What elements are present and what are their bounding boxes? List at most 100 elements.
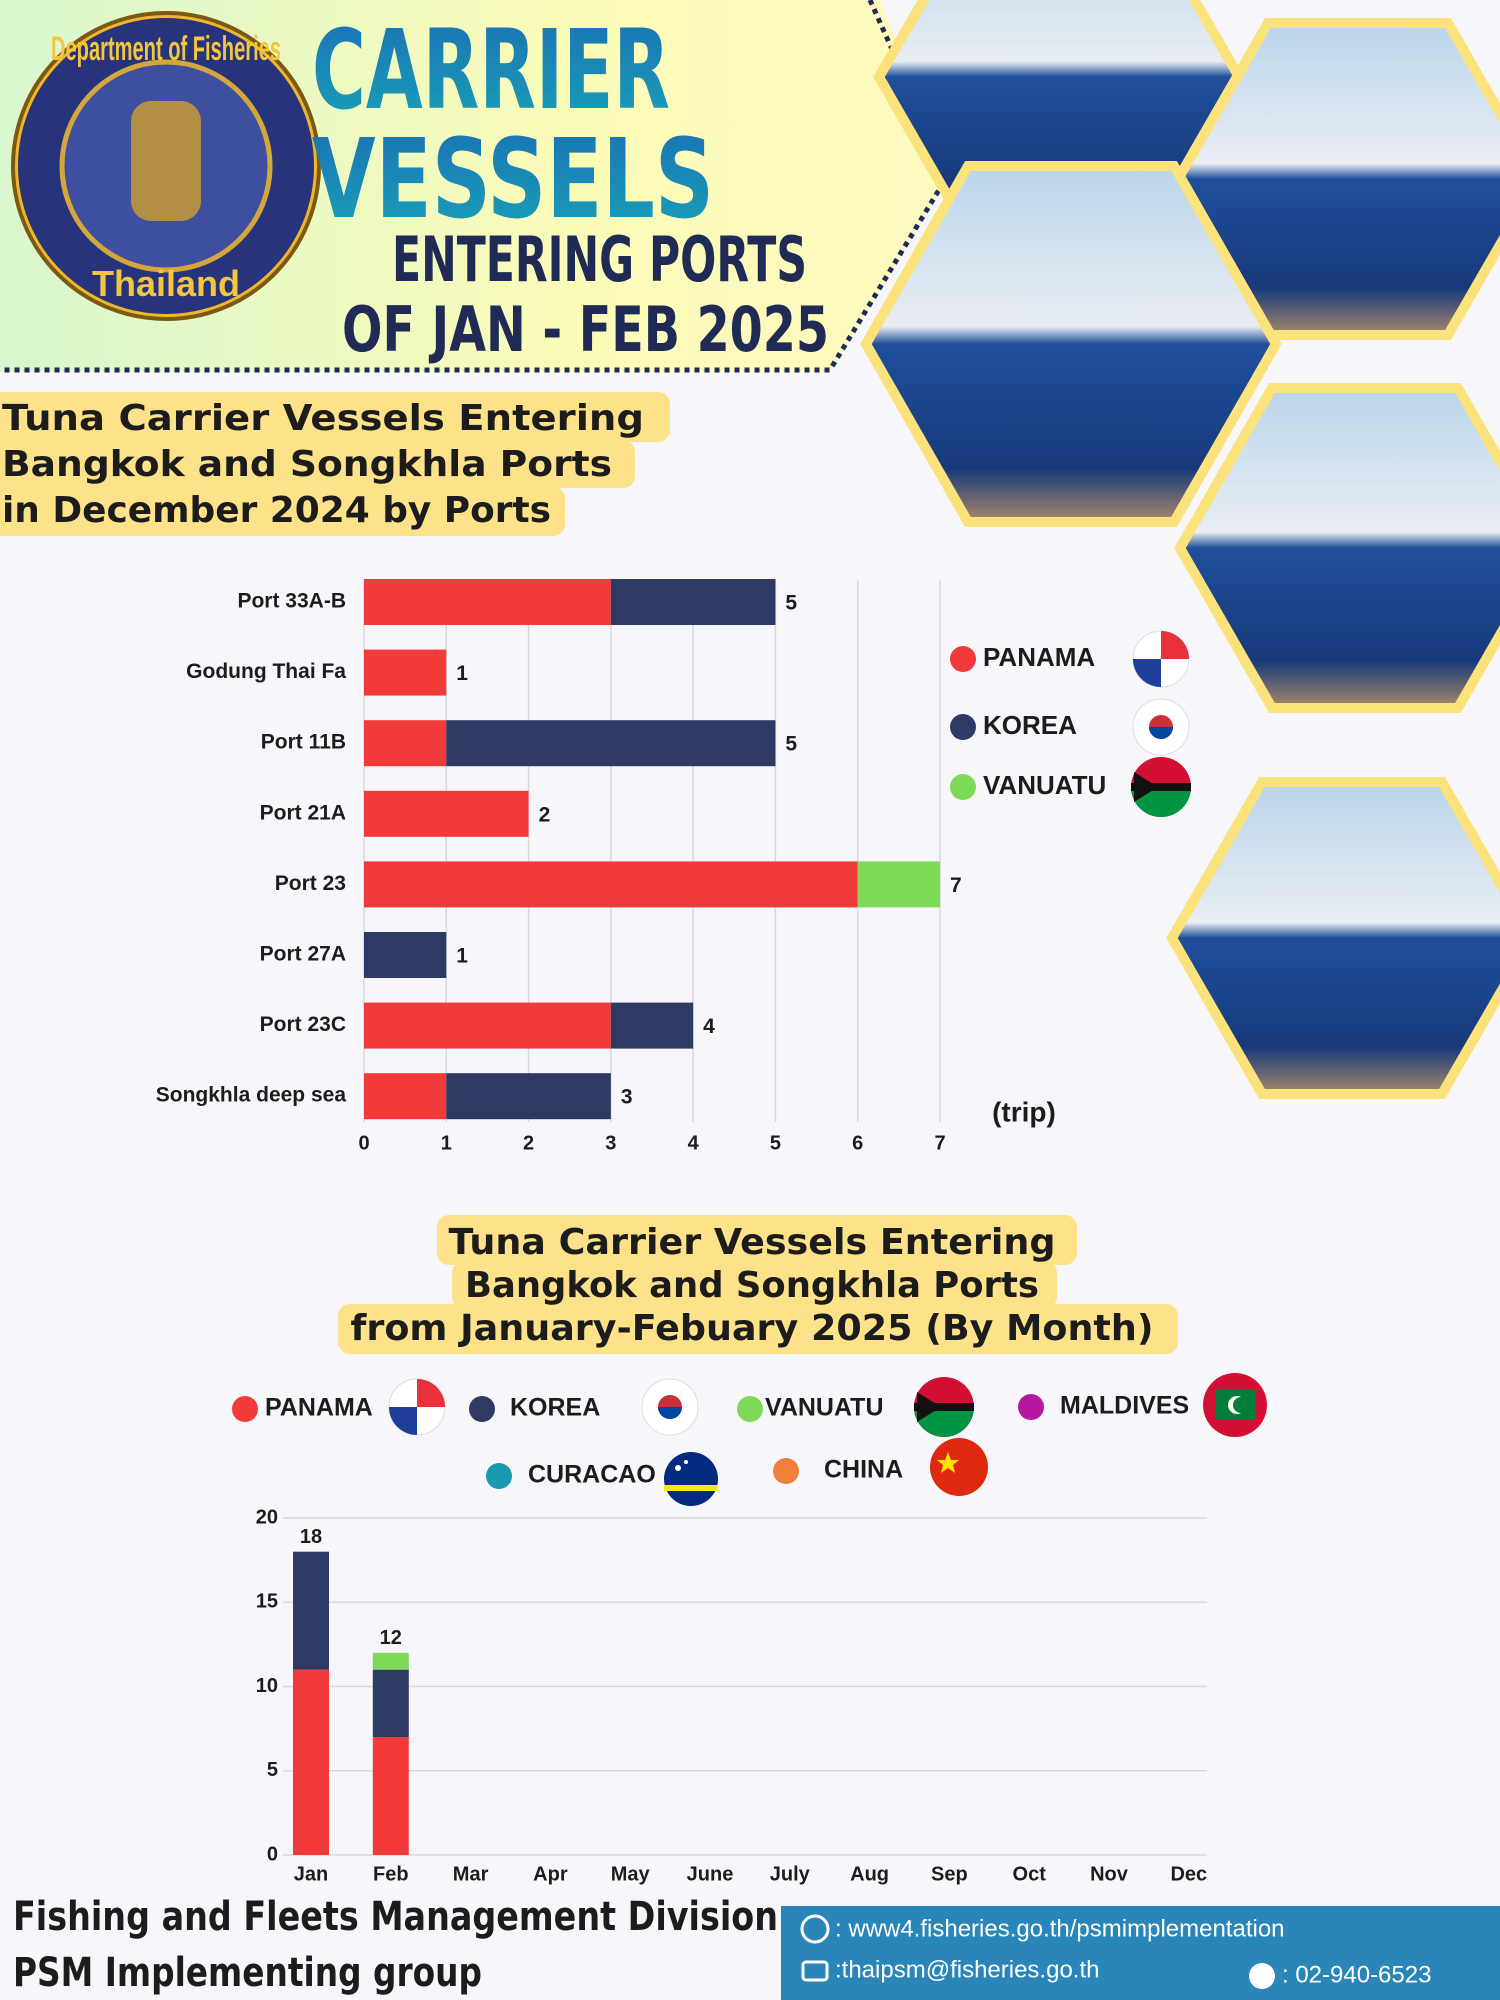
bar-segment [364,579,611,625]
legend-label: VANUATU [983,770,1106,800]
chart-title: Bangkok and Songkhla Ports [2,444,612,485]
y-tick-label: Port 23C [260,1013,346,1036]
data-label: 2 [539,803,551,826]
flag-curacao [664,1452,718,1506]
x-tick-label: Nov [1090,1863,1129,1885]
x-tick-label: Sep [931,1863,968,1885]
flag-korea [641,1378,699,1436]
y-tick-label: Songkhla deep sea [156,1084,347,1107]
data-label: 1 [456,662,468,685]
chart-title: Tuna Carrier Vessels Entering [2,398,644,439]
data-label: 4 [703,1015,715,1038]
data-label: 18 [300,1526,322,1548]
x-tick-label: 2 [523,1132,534,1154]
y-tick-label: 20 [256,1506,278,1528]
bar-segment [446,720,776,767]
subtitle: ENTERING PORTS [392,223,807,296]
x-tick-label: Oct [1013,1863,1047,1885]
x-tick-label: 5 [770,1132,781,1154]
data-label: 1 [456,945,468,968]
x-tick-label: 1 [441,1132,452,1154]
chart-title-box [338,1215,1178,1354]
bar-segment [364,932,447,978]
flag-vanuatu [914,1377,974,1437]
legend-label: MALDIVES [1060,1392,1189,1420]
flag-maldives [1203,1373,1267,1437]
x-tick-label: 7 [934,1132,945,1154]
y-tick-label: 5 [267,1759,278,1781]
y-tick-label: Port 21A [260,801,346,824]
legend-label: PANAMA [983,642,1095,672]
y-tick-label: Port 11B [261,731,346,754]
chart-title: from January-Febuary 2025 (By Month) [351,1308,1154,1349]
x-tick-label: 4 [688,1132,700,1154]
chart-title: Tuna Carrier Vessels Entering [449,1222,1056,1263]
legend-swatch [232,1396,258,1422]
bar-segment [857,861,940,908]
x-tick-label: 6 [852,1132,863,1154]
legend-label: CURACAO [528,1461,656,1489]
y-tick-label: 10 [256,1675,278,1697]
legend-label: CHINA [824,1456,903,1484]
legend-swatch [950,714,976,740]
flag-korea [1132,698,1190,756]
y-tick-label: Port 27A [260,943,346,966]
legend-label: VANUATU [765,1394,884,1422]
chart-title: Bangkok and Songkhla Ports [465,1265,1039,1306]
bar-segment [372,1669,409,1738]
legend-swatch [950,646,976,672]
legend-swatch [486,1463,512,1489]
bar-segment [364,720,447,767]
photo [1174,383,1500,713]
contact-box [781,1906,1500,2000]
bar-segment [372,1737,409,1855]
y-tick-label: Godung Thai Fa [186,660,346,683]
website[interactable]: : www4.fisheries.go.th/psmimplementation [835,1915,1285,1942]
bar-segment [364,790,529,837]
flag-panama [1132,630,1190,688]
x-tick-label: Jan [294,1863,328,1885]
legend-swatch [773,1458,799,1484]
legend-swatch [469,1396,495,1422]
bar-segment [293,1551,329,1670]
bar-segment [364,1073,447,1120]
legend-swatch [1018,1394,1044,1420]
data-label: 3 [621,1086,633,1109]
legend-swatch [737,1396,763,1422]
y-tick-label: Port 23 [275,872,346,895]
x-tick-label: May [611,1863,651,1885]
y-tick-label: 0 [267,1843,278,1865]
footer-text: Fishing and Fleets Management Division [13,1894,778,1940]
x-tick-label: 3 [605,1132,616,1154]
photo [1166,777,1500,1099]
flag-panama [388,1378,446,1436]
photo [860,161,1282,527]
logo-text: Thailand [92,263,240,304]
subtitle: OF JAN - FEB 2025 [342,293,829,366]
footer-text: PSM Implementing group [13,1950,482,1996]
bar-segment [364,649,447,696]
header-border [0,0,951,373]
bar-segment [446,1073,611,1120]
data-label: 5 [785,592,797,615]
phone-icon [1249,1963,1275,1989]
data-label: 12 [380,1627,402,1649]
x-axis-label: (trip) [992,1096,1056,1127]
flag-vanuatu [1131,757,1191,817]
photo-collage [860,0,1500,1099]
x-tick-label: July [770,1863,811,1885]
x-tick-label: Feb [373,1863,409,1885]
y-tick-label: 15 [256,1591,278,1613]
phone[interactable]: : 02-940-6523 [1282,1961,1431,1988]
legend-swatch [950,774,976,800]
chart-title-box [0,392,670,536]
bar-segment [610,579,776,625]
legend-label: KOREA [983,710,1077,740]
email[interactable]: :thaipsm@fisheries.go.th [835,1956,1099,1983]
bar-segment [372,1652,409,1670]
title: VESSELS [312,115,714,243]
title: CARRIER [312,6,670,134]
legend-label: PANAMA [265,1394,373,1422]
bar-segment [293,1669,329,1855]
